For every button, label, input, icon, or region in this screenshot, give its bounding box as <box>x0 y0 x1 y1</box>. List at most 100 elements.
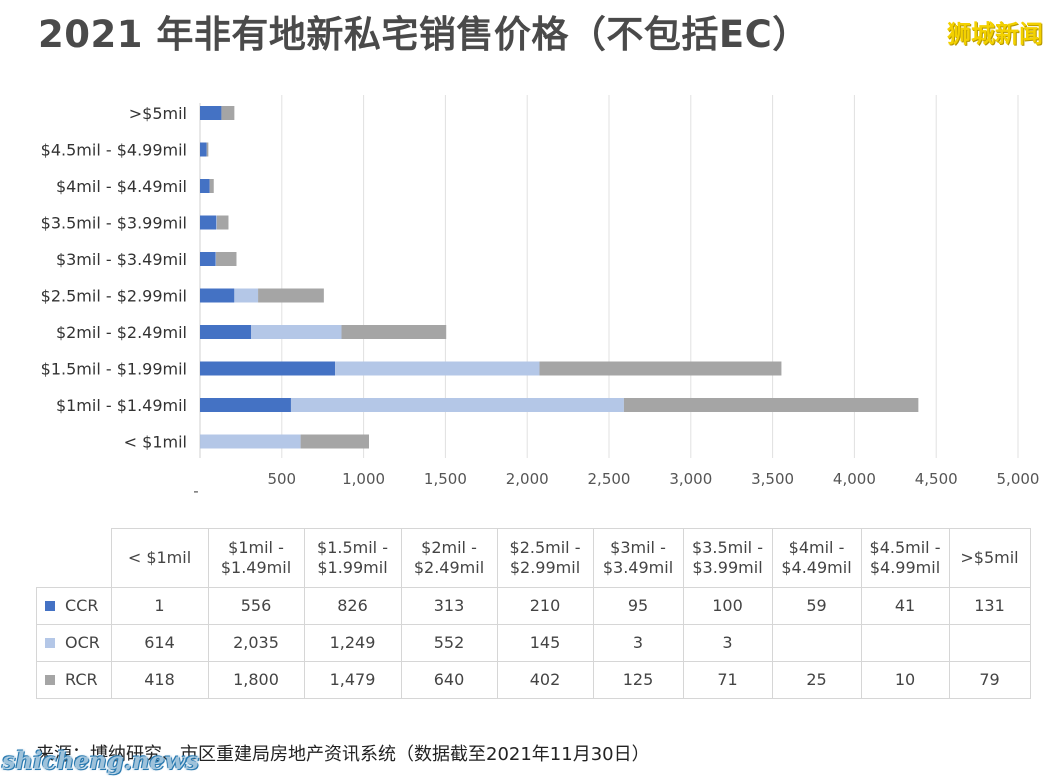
x-tick-label: 500 <box>267 470 296 488</box>
x-tick-label: 3,500 <box>751 470 794 488</box>
table-header-cell: $2.5mil - $2.99mil <box>496 528 594 588</box>
table-cell: 1,479 <box>303 661 402 699</box>
table-corner <box>37 529 112 588</box>
table-header-cell: $1.5mil - $1.99mil <box>303 528 402 588</box>
table-cell: 95 <box>592 587 684 625</box>
table-cell: 10 <box>860 661 950 699</box>
table-header-cell: $3mil - $3.49mil <box>592 528 684 588</box>
table-row-ccr: CCR 1 556 826 313 210 95 100 59 41 131 <box>36 587 1031 625</box>
table-cell: 125 <box>592 661 684 699</box>
bar-ccr <box>200 142 207 157</box>
table-cell: 313 <box>400 587 498 625</box>
x-tick-label: 4,000 <box>833 470 876 488</box>
table-cell <box>771 624 862 662</box>
table-header-cell: $4.5mil - $4.99mil <box>860 528 950 588</box>
bar-ccr <box>200 398 291 412</box>
table-cell: 79 <box>948 661 1031 699</box>
bar-ccr <box>200 106 222 120</box>
table-cell: 145 <box>496 624 594 662</box>
table-cell: 25 <box>771 661 862 699</box>
x-tick-label: 3,000 <box>669 470 712 488</box>
bar-ocr <box>251 325 342 339</box>
table-cell: 71 <box>682 661 773 699</box>
page-title: 2021 年非有地新私宅销售价格（不包括EC） <box>38 13 810 56</box>
bar-rcr <box>300 434 369 449</box>
bar-rcr <box>341 325 447 339</box>
bar-ccr <box>200 361 336 376</box>
brand-logo-text: 狮城新闻 <box>947 20 1043 48</box>
bar-ocr <box>335 361 540 376</box>
x-tick-label: 4,500 <box>915 470 958 488</box>
table-cell: 2,035 <box>207 624 305 662</box>
bar-ocr <box>200 434 301 449</box>
x-tick-label: 1,500 <box>424 470 467 488</box>
bar-rcr <box>216 252 237 266</box>
bar-rcr <box>216 215 229 230</box>
x-tick-label: 1,000 <box>342 470 385 488</box>
category-label: $2mil - $2.49mil <box>56 323 187 342</box>
table-cell: 100 <box>682 587 773 625</box>
table-header-cell: $3.5mil - $3.99mil <box>682 528 773 588</box>
bar-rcr <box>623 398 919 412</box>
bar-rcr <box>258 288 324 303</box>
table-cell: 640 <box>400 661 498 699</box>
table-header-cell: $4mil - $4.49mil <box>771 528 862 588</box>
row-label-text: OCR <box>65 633 100 652</box>
table-header-cell: $2mil - $2.49mil <box>400 528 498 588</box>
table-cell: 1 <box>110 587 209 625</box>
table-cell: 1,800 <box>207 661 305 699</box>
category-label: $3mil - $3.49mil <box>56 250 187 269</box>
table-cell <box>860 624 950 662</box>
table-header-cell: $1mil - $1.49mil <box>207 528 305 588</box>
table-header-row: < $1mil $1mil - $1.49mil $1.5mil - $1.99mi… <box>37 528 1031 588</box>
row-label-text: RCR <box>65 670 98 689</box>
bar-ccr <box>200 288 235 303</box>
category-label: $4.5mil - $4.99mil <box>41 141 187 160</box>
source-note: 来源：博纳研究、市区重建局房地产资讯系统（数据截至2021年11月30日） <box>36 744 650 765</box>
x-tick-label: 5,000 <box>997 470 1040 488</box>
watermark: shicheng.news <box>2 746 199 775</box>
category-label: $4mil - $4.49mil <box>56 177 187 196</box>
rcr-swatch-icon <box>45 675 55 685</box>
table-cell: 402 <box>496 661 594 699</box>
bar-ccr <box>200 325 252 339</box>
category-label: >$5mil <box>129 104 187 123</box>
row-label-rcr: RCR <box>36 661 112 699</box>
ccr-swatch-icon <box>45 601 55 611</box>
table-cell: 210 <box>496 587 594 625</box>
bar-ccr <box>200 215 217 230</box>
table-header-cell: < $1mil <box>110 528 209 588</box>
table-cell: 614 <box>110 624 209 662</box>
x-tick-label: 2,500 <box>588 470 631 488</box>
table-cell: 41 <box>860 587 950 625</box>
bar-rcr <box>209 179 214 193</box>
bar-rcr <box>206 142 209 157</box>
table-cell: 552 <box>400 624 498 662</box>
table-cell <box>948 624 1031 662</box>
table-cell: 826 <box>303 587 402 625</box>
bar-rcr <box>539 361 782 376</box>
data-table: < $1mil $1mil - $1.49mil $1.5mil - $1.99mi… <box>36 528 1031 699</box>
table-cell: 3 <box>592 624 684 662</box>
table-cell: 418 <box>110 661 209 699</box>
bar-ccr <box>200 179 210 193</box>
row-label-text: CCR <box>65 596 99 615</box>
category-label: $1.5mil - $1.99mil <box>41 360 187 379</box>
table-cell: 556 <box>207 587 305 625</box>
table-cell: 131 <box>948 587 1031 625</box>
table-cell: 59 <box>771 587 862 625</box>
bar-ccr <box>200 252 216 266</box>
bar-ocr <box>234 288 259 303</box>
stacked-bar-chart: - 500 1,000 1,500 2,000 2,500 3,000 3,500 4,000 4… <box>41 95 1040 500</box>
table-row-rcr: RCR 418 1,800 1,479 640 402 125 71 25 10… <box>36 661 1031 699</box>
category-label: < $1mil <box>124 433 187 452</box>
table-cell: 3 <box>682 624 773 662</box>
category-label: $1mil - $1.49mil <box>56 396 187 415</box>
row-label-ccr: CCR <box>36 587 112 625</box>
x-tick-label: - <box>193 482 198 500</box>
bar-ocr <box>290 398 624 412</box>
table-row-ocr: OCR 614 2,035 1,249 552 145 3 3 <box>36 624 1031 662</box>
row-label-ocr: OCR <box>36 624 112 662</box>
ocr-swatch-icon <box>45 638 55 648</box>
x-tick-label: 2,000 <box>506 470 549 488</box>
